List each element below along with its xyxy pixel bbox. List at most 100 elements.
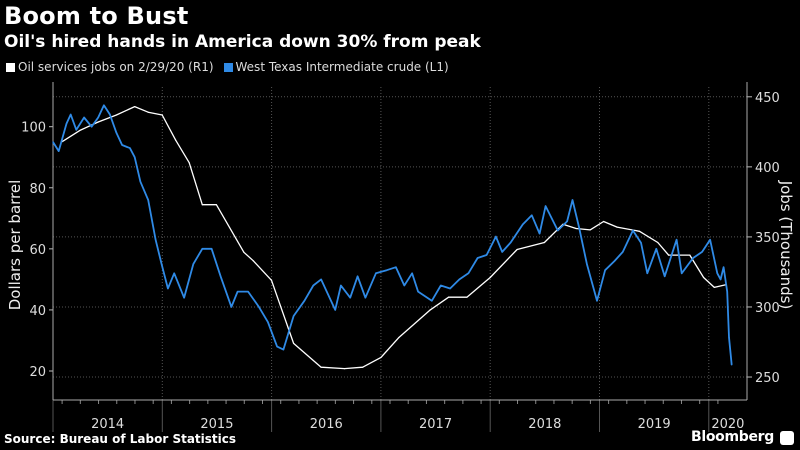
x-axis-tick-label: 2018 — [528, 417, 561, 432]
data-point-wti — [83, 116, 85, 119]
data-point-wti — [566, 220, 568, 222]
series-line-wti — [52, 104, 733, 365]
bloomberg-terminal-icon — [780, 431, 794, 445]
x-axis-tick-label: 2015 — [200, 417, 233, 432]
data-point-wti — [91, 126, 93, 128]
legend-label-jobs: Oil services jobs on 2/29/20 (R1) — [18, 60, 214, 74]
data-point-jobs — [489, 276, 491, 279]
data-point-wti — [109, 113, 111, 116]
right-axis-title: Jobs (Thousands) — [777, 180, 795, 310]
data-point-wti — [692, 257, 694, 259]
data-point-wti — [303, 300, 305, 302]
data-point-wti — [183, 297, 185, 299]
data-point-wti — [340, 284, 342, 287]
x-axis-tick-label: 2016 — [310, 417, 343, 432]
x-axis-tick-label: 2020 — [711, 417, 744, 432]
data-point-wti — [596, 300, 598, 302]
left-axis-tick-label: 100 — [21, 121, 46, 136]
data-point-wti — [75, 129, 77, 131]
data-point-wti — [723, 266, 725, 268]
data-point-wti — [349, 297, 351, 299]
data-point-wti — [58, 150, 60, 152]
data-point-wti — [267, 321, 269, 323]
data-point-wti — [458, 278, 460, 280]
left-axis-title: Dollars per barrel — [6, 180, 24, 311]
data-point-wti — [716, 272, 718, 274]
data-point-wti — [613, 260, 615, 262]
left-axis-tick-label: 40 — [29, 304, 46, 319]
data-point-wti — [495, 236, 497, 238]
data-point-jobs — [270, 279, 273, 281]
data-point-wti — [728, 336, 730, 338]
right-axis-tick-label: 450 — [755, 91, 780, 106]
data-point-jobs — [97, 121, 99, 123]
left-axis-tick-label: 20 — [29, 365, 46, 380]
data-point-wti — [622, 251, 624, 253]
data-point-jobs — [543, 241, 545, 244]
series-line-jobs — [61, 105, 727, 370]
legend-label-wti: West Texas Intermediate crude (L1) — [235, 60, 449, 74]
data-point-wti — [522, 223, 524, 226]
data-point-wti — [70, 113, 72, 116]
data-point-wti — [664, 275, 666, 277]
data-point-jobs — [713, 286, 715, 288]
data-point-jobs — [603, 220, 605, 223]
data-point-wti — [701, 251, 703, 253]
data-point-jobs — [201, 204, 203, 206]
data-point-wti — [147, 199, 149, 201]
data-point-wti — [192, 263, 194, 265]
data-point-jobs — [134, 106, 136, 108]
data-point-wti — [173, 272, 175, 274]
data-point-wti — [167, 287, 169, 290]
data-point-wti — [161, 263, 163, 265]
bloomberg-logo: Bloomberg — [690, 429, 774, 445]
data-point-jobs — [252, 260, 254, 262]
data-point-wti — [544, 205, 547, 207]
data-point-wti — [477, 257, 479, 259]
data-point-wti — [676, 239, 678, 241]
data-point-wti — [646, 272, 648, 274]
data-point-jobs — [616, 226, 618, 228]
data-point-wti — [431, 300, 433, 302]
data-point-jobs — [589, 229, 591, 231]
data-point-wti — [115, 132, 118, 134]
data-point-wti — [440, 284, 442, 287]
data-point-wti — [509, 242, 512, 244]
legend-swatch-wti — [223, 62, 233, 72]
data-point-wti — [312, 284, 314, 287]
x-axis-tick-label: 2019 — [638, 417, 671, 432]
data-point-jobs — [575, 227, 577, 230]
data-point-wti — [219, 275, 222, 277]
data-point-wti — [276, 345, 278, 348]
data-point-jobs — [343, 368, 346, 370]
data-point-wti — [211, 248, 213, 250]
data-point-jobs — [362, 366, 364, 368]
data-point-wti — [449, 287, 451, 290]
data-point-wti — [632, 229, 634, 232]
chart-subtitle: Oil's hired hands in America down 30% fr… — [4, 32, 481, 52]
data-point-wti — [139, 181, 141, 183]
data-point-wti — [731, 364, 733, 366]
data-point-jobs — [115, 114, 118, 116]
data-point-wti — [467, 272, 469, 274]
data-point-jobs — [147, 111, 149, 113]
data-point-wti — [103, 104, 105, 106]
data-point-jobs — [161, 114, 163, 116]
data-point-wti — [97, 116, 99, 119]
data-point-wti — [121, 144, 123, 146]
data-point-wti — [578, 226, 580, 229]
data-point-wti — [357, 275, 359, 277]
data-point-wti — [320, 278, 322, 280]
chart-title: Boom to Bust — [4, 2, 189, 30]
data-point-wti — [501, 251, 503, 253]
source-note: Source: Bureau of Labor Statistics — [4, 432, 237, 446]
data-point-wti — [282, 349, 285, 351]
data-point-jobs — [448, 296, 450, 298]
data-point-wti — [134, 156, 136, 158]
data-point-wti — [375, 272, 377, 274]
data-point-wti — [411, 272, 413, 274]
data-point-jobs — [702, 276, 705, 279]
data-point-wti — [292, 315, 295, 317]
data-point-wti — [709, 239, 711, 241]
data-point-jobs — [188, 162, 190, 164]
